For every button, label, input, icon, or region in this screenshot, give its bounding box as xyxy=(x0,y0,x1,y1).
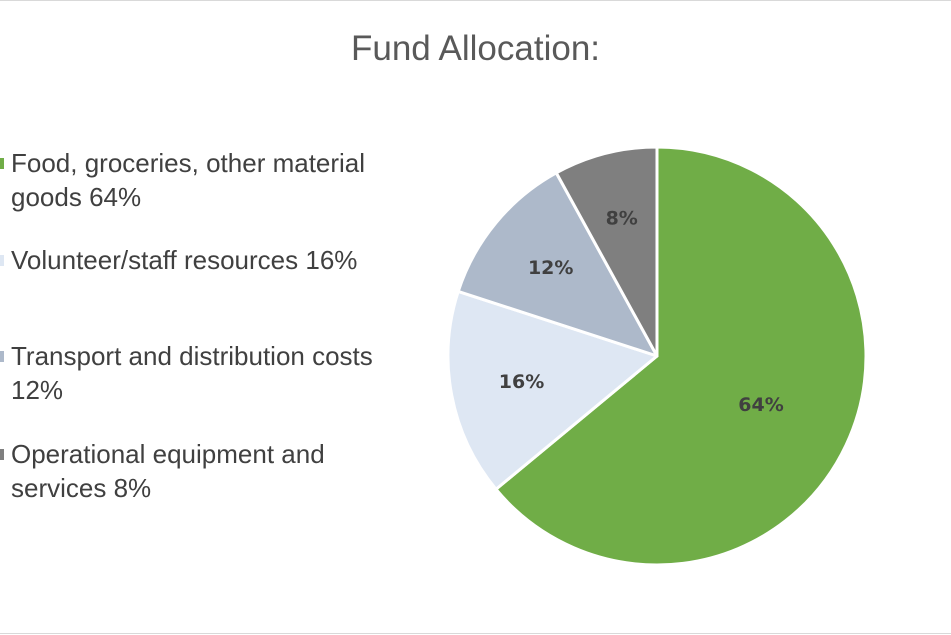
pie-slice-operational xyxy=(554,145,659,358)
data-label-operational: 8% xyxy=(606,207,638,229)
pie-slice-volunteer xyxy=(446,289,659,491)
legend: Food, groceries, other material goods 64… xyxy=(0,1,430,635)
legend-swatch-food xyxy=(0,158,4,169)
data-label-transport: 12% xyxy=(528,257,573,279)
data-label-food: 64% xyxy=(738,394,783,416)
legend-label-transport: Transport and distribution costs 12% xyxy=(11,341,373,405)
legend-label-volunteer: Volunteer/staff resources 16% xyxy=(11,245,358,275)
legend-label-food: Food, groceries, other material goods 64… xyxy=(11,148,366,212)
pie-slice-food xyxy=(494,145,868,567)
chart-title: Fund Allocation: xyxy=(350,29,601,68)
legend-swatch-transport xyxy=(0,351,4,362)
legend-swatch-volunteer xyxy=(0,255,4,266)
data-label-volunteer: 16% xyxy=(499,371,544,393)
pie-slice-transport xyxy=(456,171,659,358)
legend-label-operational: Operational equipment and services 8% xyxy=(11,439,325,503)
legend-swatch-operational xyxy=(0,449,4,460)
